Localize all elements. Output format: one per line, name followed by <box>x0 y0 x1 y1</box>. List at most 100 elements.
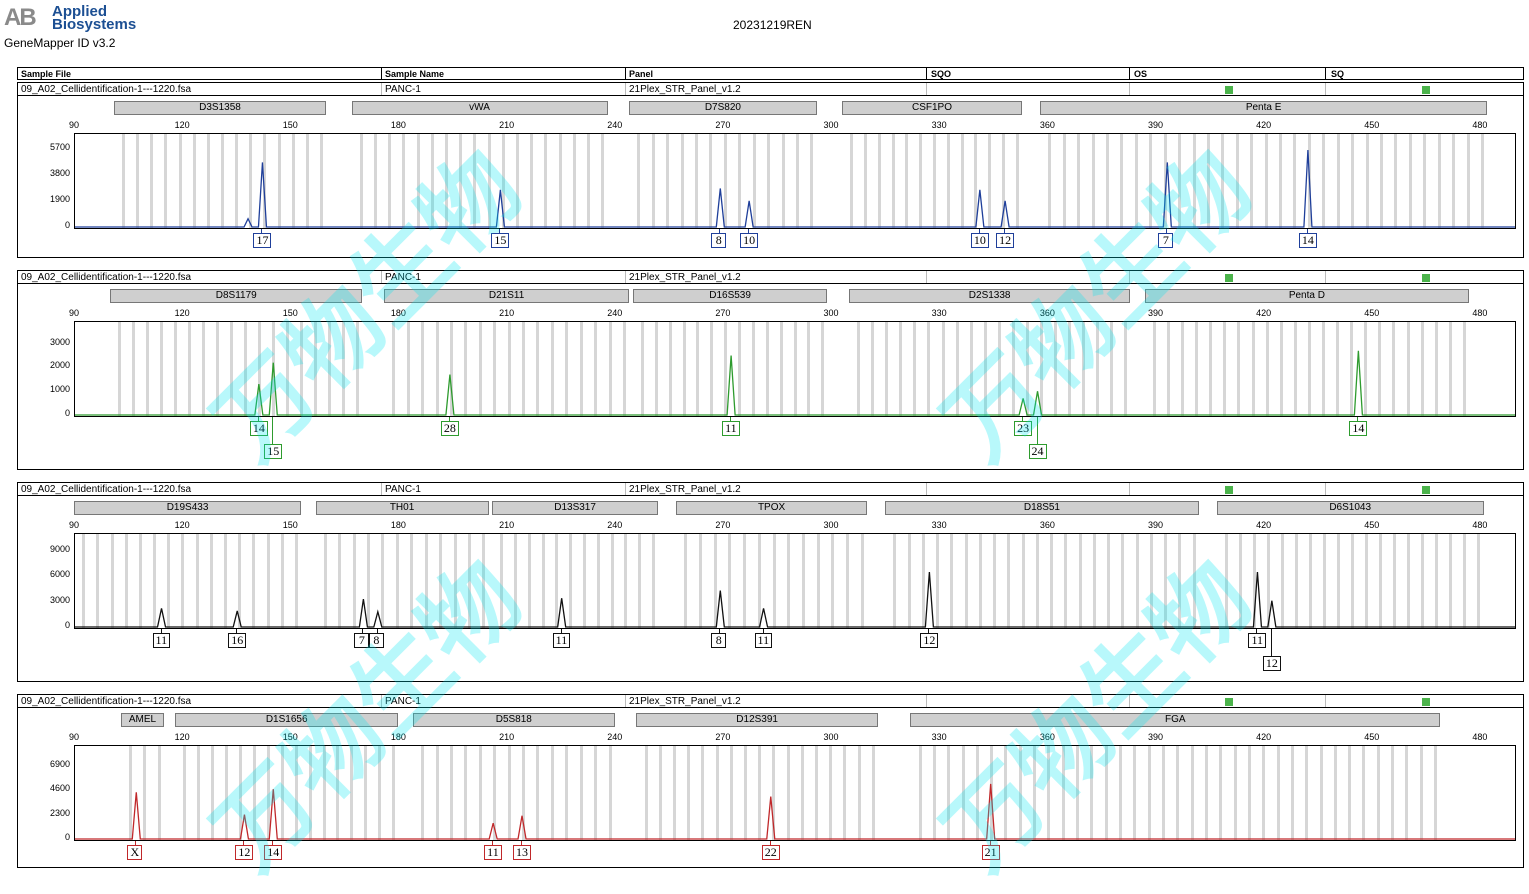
allele-bin <box>899 322 903 416</box>
column-header-sample-file[interactable]: Sample File <box>21 69 72 79</box>
allele-call-label[interactable]: 15 <box>491 233 510 248</box>
marker-bin-label[interactable]: vWA <box>351 101 608 115</box>
x-axis-tick: 240 <box>607 520 623 530</box>
allele-call-label[interactable]: 11 <box>552 633 571 648</box>
column-header-panel[interactable]: Panel <box>629 69 654 79</box>
allele-call-label[interactable]: 11 <box>722 421 740 436</box>
marker-bin-label[interactable]: Penta D <box>1144 289 1470 303</box>
allele-call-label[interactable]: 24 <box>1028 444 1047 459</box>
allele-bin <box>1290 746 1294 840</box>
allele-call-label[interactable]: 7 <box>354 633 370 648</box>
marker-bin-label[interactable]: D13S317 <box>492 501 658 515</box>
allele-bin <box>988 134 992 228</box>
panel-name[interactable]: 21Plex_STR_Panel_v1.2 <box>629 696 741 707</box>
allele-bin <box>961 746 965 840</box>
marker-bin-label[interactable]: FGA <box>910 713 1441 727</box>
x-axis-tick: 330 <box>931 520 947 530</box>
y-axis-tick: 6000 <box>49 569 70 580</box>
allele-call-label[interactable]: 11 <box>1248 633 1266 648</box>
marker-bin-label[interactable]: D16S539 <box>632 289 828 303</box>
electropherogram-plot[interactable] <box>74 745 1516 841</box>
x-axis-tick: 300 <box>823 520 839 530</box>
sample-name[interactable]: PANC-1 <box>385 696 421 707</box>
allele-call-label[interactable]: 12 <box>235 845 254 860</box>
allele-bin <box>1090 746 1094 840</box>
column-header-sqo[interactable]: SQO <box>931 69 952 79</box>
allele-call-label[interactable]: 21 <box>981 845 1000 860</box>
allele-call-label[interactable]: 14 <box>1298 233 1317 248</box>
column-header-os[interactable]: OS <box>1134 69 1148 79</box>
allele-call-label[interactable]: 12 <box>996 233 1015 248</box>
allele-bin <box>565 322 569 416</box>
allele-call-label[interactable]: 15 <box>264 444 283 459</box>
allele-call-label[interactable]: 11 <box>484 845 502 860</box>
marker-bin-label[interactable]: D21S11 <box>384 289 630 303</box>
sample-name[interactable]: PANC-1 <box>385 84 421 95</box>
marker-bin-label[interactable]: Penta E <box>1040 101 1488 115</box>
allele-call-label[interactable]: 8 <box>711 233 727 248</box>
x-axis-tick: 480 <box>1472 120 1488 130</box>
allele-call-label[interactable]: 10 <box>740 233 759 248</box>
allele-call-label[interactable]: X <box>127 845 143 860</box>
allele-bin <box>541 534 545 628</box>
allele-bin <box>453 534 457 628</box>
allele-bin <box>997 322 1001 416</box>
allele-call-label[interactable]: 7 <box>1158 233 1174 248</box>
sample-file[interactable]: 09_A02_Cellidentification-1---1220.fsa <box>21 84 192 95</box>
marker-bin-label[interactable]: D12S391 <box>636 713 878 727</box>
y-axis-tick: 5700 <box>49 141 70 152</box>
column-header-sq[interactable]: SQ <box>1331 69 1345 79</box>
allele-call-label[interactable]: 22 <box>761 845 780 860</box>
x-axis-tick: 450 <box>1364 308 1380 318</box>
allele-call-label[interactable]: 11 <box>152 633 171 648</box>
x-axis-tick: 90 <box>68 308 80 318</box>
panel-name[interactable]: 21Plex_STR_Panel_v1.2 <box>629 84 741 95</box>
allele-bin <box>464 322 468 416</box>
marker-bin-label[interactable]: TPOX <box>676 501 868 515</box>
allele-bin <box>286 322 290 416</box>
allele-call-label[interactable]: 11 <box>754 633 773 648</box>
allele-call-label[interactable]: 28 <box>440 421 459 436</box>
electropherogram-plot[interactable] <box>74 133 1516 229</box>
marker-bin-label[interactable]: D8S1179 <box>110 289 363 303</box>
electropherogram-plot[interactable] <box>74 321 1516 417</box>
sample-name[interactable]: PANC-1 <box>385 272 421 283</box>
allele-call-label[interactable]: 16 <box>228 633 247 648</box>
panel-name[interactable]: 21Plex_STR_Panel_v1.2 <box>629 484 741 495</box>
y-axis-tick: 6900 <box>49 758 70 769</box>
marker-bin-label[interactable]: D6S1043 <box>1216 501 1484 515</box>
allele-bin <box>1209 322 1213 416</box>
allele-bin <box>1434 746 1438 840</box>
allele-call-label[interactable]: 8 <box>711 633 727 648</box>
allele-bin <box>118 322 122 416</box>
electropherogram-plot[interactable] <box>74 533 1516 629</box>
allele-call-label[interactable]: 13 <box>513 845 532 860</box>
marker-bin-label[interactable]: CSF1PO <box>841 101 1023 115</box>
marker-bin-label[interactable]: D5S818 <box>412 713 615 727</box>
allele-call-label[interactable]: 12 <box>1262 656 1281 671</box>
x-axis-tick: 360 <box>1039 520 1055 530</box>
allele-call-label[interactable]: 8 <box>368 633 384 648</box>
column-header-sample-name[interactable]: Sample Name <box>385 69 445 79</box>
marker-bin-label[interactable]: D2S1338 <box>849 289 1131 303</box>
sample-file[interactable]: 09_A02_Cellidentification-1---1220.fsa <box>21 484 192 495</box>
marker-bin-label[interactable]: D7S820 <box>629 101 817 115</box>
marker-bin-label[interactable]: AMEL <box>120 713 165 727</box>
marker-bin-label[interactable]: D1S1656 <box>174 713 399 727</box>
x-axis-tick: 330 <box>931 120 947 130</box>
marker-bin-label[interactable]: D18S51 <box>885 501 1199 515</box>
marker-bin-label[interactable]: TH01 <box>315 501 489 515</box>
allele-call-label[interactable]: 14 <box>264 845 283 860</box>
panel-name[interactable]: 21Plex_STR_Panel_v1.2 <box>629 272 741 283</box>
allele-call-label[interactable]: 14 <box>1349 421 1368 436</box>
marker-bin-label[interactable]: D3S1358 <box>113 101 327 115</box>
marker-bin-label[interactable]: D19S433 <box>74 501 302 515</box>
allele-call-label[interactable]: 10 <box>970 233 989 248</box>
allele-call-label[interactable]: 17 <box>253 233 272 248</box>
allele-call-label[interactable]: 14 <box>249 421 268 436</box>
allele-call-label[interactable]: 23 <box>1014 421 1033 436</box>
sample-name[interactable]: PANC-1 <box>385 484 421 495</box>
sample-file[interactable]: 09_A02_Cellidentification-1---1220.fsa <box>21 272 192 283</box>
allele-call-label[interactable]: 12 <box>920 633 939 648</box>
sample-file[interactable]: 09_A02_Cellidentification-1---1220.fsa <box>21 696 192 707</box>
